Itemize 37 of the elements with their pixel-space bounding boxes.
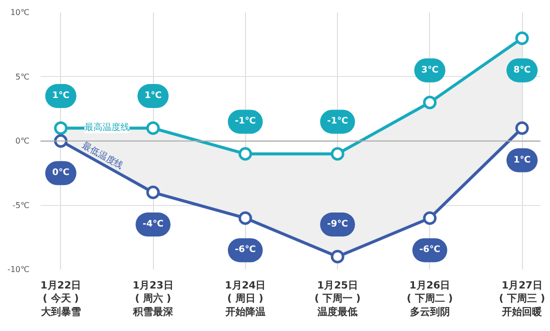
point (423, 96, 437, 110)
x-tick-label: 1月24日 ( 周日 ) 开始降温 (224, 280, 266, 318)
x-tick-label: 1月25日 ( 下周一 ) 温度最低 (314, 280, 361, 318)
y-tick-label: 10℃ (10, 8, 30, 17)
x-tick-label: 1月26日 ( 下周二 ) 多云到阴 (406, 280, 453, 318)
point (423, 211, 437, 225)
data-label: 3℃ (421, 65, 438, 76)
data-label: -6℃ (419, 245, 440, 256)
data-label: 8℃ (513, 65, 531, 76)
point (54, 121, 68, 135)
data-label: 1℃ (144, 91, 162, 102)
y-tick-label: -10℃ (7, 265, 30, 274)
x-tick-label: 1月27日 ( 下周三 ) 开始回暖 (499, 280, 546, 318)
text: 最低温度线 (80, 140, 125, 172)
data-label: 1℃ (52, 91, 70, 102)
series-label: 最高温度线 (84, 122, 130, 134)
point (238, 211, 252, 225)
point (146, 186, 160, 200)
y-tick-label: 5℃ (15, 72, 30, 82)
point (515, 121, 529, 135)
point (238, 147, 252, 161)
y-tick-label: -5℃ (12, 200, 30, 210)
y-tick-label: 0℃ (15, 136, 30, 146)
data-label: -1℃ (234, 116, 256, 127)
data-label: 0℃ (52, 168, 70, 178)
point (330, 250, 344, 264)
data-label: -1℃ (327, 116, 348, 127)
x-tick-label: 1月23日 ( 周六 ) 积雪最深 (132, 280, 174, 318)
point (146, 121, 160, 135)
data-label: 1℃ (513, 155, 531, 166)
data-label: -6℃ (234, 245, 256, 256)
point (330, 147, 344, 161)
data-label: -9℃ (327, 220, 348, 230)
data-label: -4℃ (142, 220, 164, 230)
x-tick-label: 1月22日 ( 今天 ) 大到暴雪 (40, 280, 82, 318)
point (54, 134, 68, 148)
point (515, 31, 529, 45)
